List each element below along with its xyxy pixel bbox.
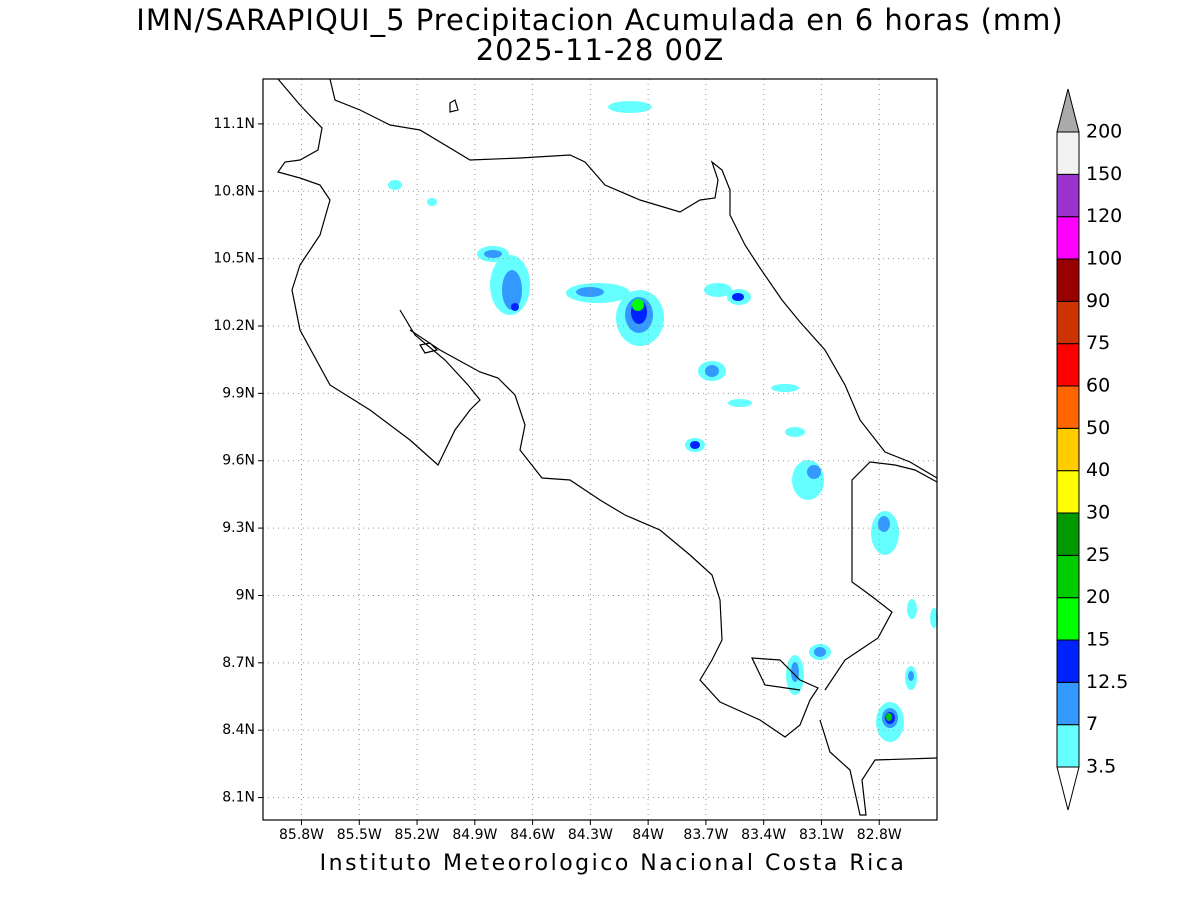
- x-tick-label: 83.4W: [741, 827, 786, 843]
- y-tick-label: 11.1N: [213, 116, 255, 132]
- colorbar-label: 12.5: [1086, 671, 1128, 693]
- y-tick-label: 9.3N: [222, 520, 255, 536]
- color-band: [1056, 724, 1080, 768]
- grid: [263, 79, 937, 820]
- y-tick-label: 9.6N: [222, 453, 255, 469]
- x-tick-label: 85.2W: [395, 827, 440, 843]
- x-tick-label: 83.1W: [799, 827, 844, 843]
- y-tick-label: 8.4N: [222, 722, 255, 738]
- colorbar-label: 120: [1086, 205, 1122, 227]
- colorbar-label: 7: [1086, 713, 1098, 735]
- color-band: [1056, 639, 1080, 683]
- color-band: [1056, 554, 1080, 599]
- precipitation-field: [388, 101, 938, 742]
- y-tick-label: 9.9N: [222, 385, 255, 401]
- subtitle: 2025-11-28 00Z: [476, 33, 725, 67]
- colorbar-label: 30: [1086, 502, 1110, 524]
- color-band: [1056, 131, 1080, 175]
- y-tick-label: 10.2N: [213, 318, 255, 334]
- x-tick-label: 84W: [632, 827, 664, 843]
- colorbar-label: 150: [1086, 163, 1122, 185]
- colorbar-low-triangle: [1056, 766, 1080, 811]
- colorbar-label: 100: [1086, 248, 1122, 270]
- colorbar-label: 90: [1086, 290, 1110, 312]
- map-frame: [262, 78, 938, 821]
- title: IMN/SARAPIQUI_5 Precipitacion Acumulada …: [136, 3, 1063, 37]
- y-tick-label: 8.1N: [222, 790, 255, 806]
- coastline: [277, 78, 938, 816]
- colorbar: 3.5 7 12.5 15 20 25 30 40 50 60 75 90 100 120 150 200: [1056, 88, 1128, 811]
- color-band: [1056, 597, 1080, 641]
- x-tick-label: 82.8W: [857, 827, 902, 843]
- x-tick-label: 83.7W: [683, 827, 728, 843]
- color-band: [1056, 385, 1080, 429]
- y-tick-label: 9N: [236, 587, 255, 603]
- colorbar-label: 200: [1086, 121, 1122, 143]
- color-band: [1056, 300, 1080, 345]
- color-band: [1056, 343, 1080, 387]
- x-tick-label: 84.6W: [510, 827, 555, 843]
- colorbar-label: 50: [1086, 417, 1110, 439]
- color-band: [1056, 173, 1080, 218]
- y-tick-label: 10.5N: [213, 251, 255, 267]
- colorbar-label: 25: [1086, 544, 1110, 566]
- colorbar-label: 40: [1086, 459, 1110, 481]
- colorbar-label: 75: [1086, 332, 1110, 354]
- colorbar-label: 20: [1086, 586, 1110, 608]
- x-tick-label: 85.5W: [337, 827, 382, 843]
- y-tick-label: 10.8N: [213, 183, 255, 199]
- x-tick-label: 84.9W: [452, 827, 497, 843]
- color-band: [1056, 681, 1080, 726]
- colorbar-label: 60: [1086, 375, 1110, 397]
- y-tick-label: 8.7N: [222, 655, 255, 671]
- color-band: [1056, 427, 1080, 472]
- footer: Instituto Meteorologico Nacional Costa R…: [320, 851, 907, 876]
- colorbar-label: 3.5: [1086, 756, 1116, 778]
- color-band: [1056, 470, 1080, 514]
- color-band: [1056, 512, 1080, 556]
- color-band: [1056, 216, 1080, 260]
- colorbar-label: 15: [1086, 629, 1110, 651]
- x-tick-label: 84.3W: [568, 827, 613, 843]
- color-band: [1056, 258, 1080, 302]
- colorbar-high-triangle: [1056, 88, 1080, 133]
- x-tick-label: 85.8W: [279, 827, 324, 843]
